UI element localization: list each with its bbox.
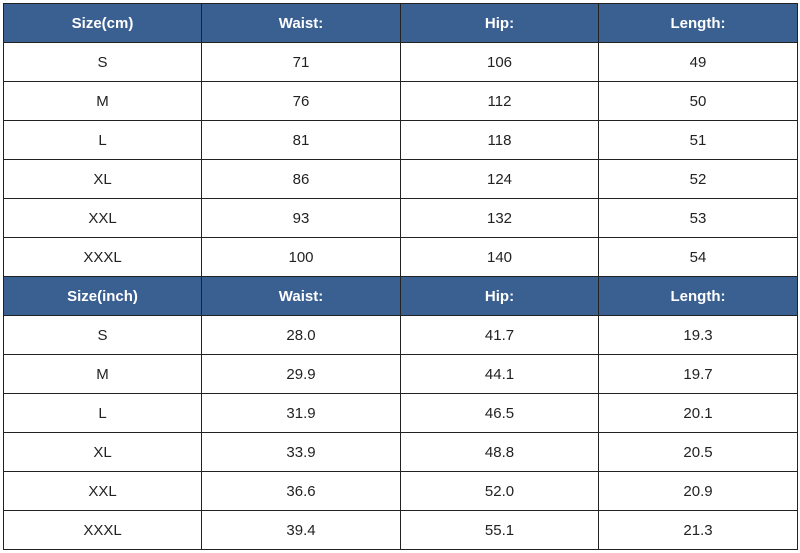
- table-cell: 53: [598, 198, 798, 238]
- table-cell: 44.1: [400, 354, 599, 394]
- table-cell: 76: [201, 81, 401, 121]
- table-cell: XXXL: [3, 510, 202, 550]
- data-row: M 76 112 50: [3, 81, 798, 121]
- table-cell: 20.5: [598, 432, 798, 472]
- header-row: Size(cm) Waist: Hip: Length:: [3, 3, 798, 43]
- data-row: XXXL 100 140 54: [3, 237, 798, 277]
- data-row: L 31.9 46.5 20.1: [3, 393, 798, 433]
- table-cell: XL: [3, 159, 202, 199]
- data-row: XL 33.9 48.8 20.5: [3, 432, 798, 472]
- data-row: XXL 93 132 53: [3, 198, 798, 238]
- table-cell: 132: [400, 198, 599, 238]
- data-row: M 29.9 44.1 19.7: [3, 354, 798, 394]
- table-cell: 46.5: [400, 393, 599, 433]
- table-cell: 54: [598, 237, 798, 277]
- table-cell: XL: [3, 432, 202, 472]
- header-cell: Waist:: [201, 3, 401, 43]
- table-cell: XXL: [3, 471, 202, 511]
- header-cell: Size(inch): [3, 276, 202, 316]
- table-cell: 50: [598, 81, 798, 121]
- table-cell: 20.9: [598, 471, 798, 511]
- table-cell: 33.9: [201, 432, 401, 472]
- header-cell: Hip:: [400, 276, 599, 316]
- data-row: XXXL 39.4 55.1 21.3: [3, 510, 798, 550]
- table-cell: S: [3, 315, 202, 355]
- table-cell: 112: [400, 81, 599, 121]
- table-cell: 86: [201, 159, 401, 199]
- header-cell: Waist:: [201, 276, 401, 316]
- table-cell: M: [3, 81, 202, 121]
- table-cell: 20.1: [598, 393, 798, 433]
- table-cell: 124: [400, 159, 599, 199]
- header-cell: Length:: [598, 276, 798, 316]
- table-cell: S: [3, 42, 202, 82]
- table-cell: XXXL: [3, 237, 202, 277]
- header-cell: Hip:: [400, 3, 599, 43]
- size-table: Size(cm) Waist: Hip: Length: S 71 106 49 M 76 112 5…: [3, 3, 798, 550]
- table-cell: 39.4: [201, 510, 401, 550]
- table-cell: 52.0: [400, 471, 599, 511]
- table-cell: 48.8: [400, 432, 599, 472]
- table-cell: 31.9: [201, 393, 401, 433]
- table-cell: 19.3: [598, 315, 798, 355]
- table-cell: L: [3, 393, 202, 433]
- header-cell: Length:: [598, 3, 798, 43]
- data-row: L 81 118 51: [3, 120, 798, 160]
- table-cell: 19.7: [598, 354, 798, 394]
- table-cell: 29.9: [201, 354, 401, 394]
- header-row: Size(inch) Waist: Hip: Length:: [3, 276, 798, 316]
- header-cell: Size(cm): [3, 3, 202, 43]
- table-cell: 93: [201, 198, 401, 238]
- data-row: XL 86 124 52: [3, 159, 798, 199]
- table-cell: 55.1: [400, 510, 599, 550]
- table-cell: XXL: [3, 198, 202, 238]
- table-cell: L: [3, 120, 202, 160]
- table-cell: 49: [598, 42, 798, 82]
- data-row: S 71 106 49: [3, 42, 798, 82]
- table-cell: 140: [400, 237, 599, 277]
- table-cell: 51: [598, 120, 798, 160]
- data-row: S 28.0 41.7 19.3: [3, 315, 798, 355]
- table-cell: M: [3, 354, 202, 394]
- size-chart: Size(cm) Waist: Hip: Length: S 71 106 49 M 76 112 5…: [3, 3, 798, 550]
- table-cell: 36.6: [201, 471, 401, 511]
- data-row: XXL 36.6 52.0 20.9: [3, 471, 798, 511]
- table-cell: 28.0: [201, 315, 401, 355]
- table-cell: 118: [400, 120, 599, 160]
- table-cell: 81: [201, 120, 401, 160]
- table-cell: 71: [201, 42, 401, 82]
- table-cell: 41.7: [400, 315, 599, 355]
- table-cell: 52: [598, 159, 798, 199]
- table-cell: 106: [400, 42, 599, 82]
- table-cell: 21.3: [598, 510, 798, 550]
- table-cell: 100: [201, 237, 401, 277]
